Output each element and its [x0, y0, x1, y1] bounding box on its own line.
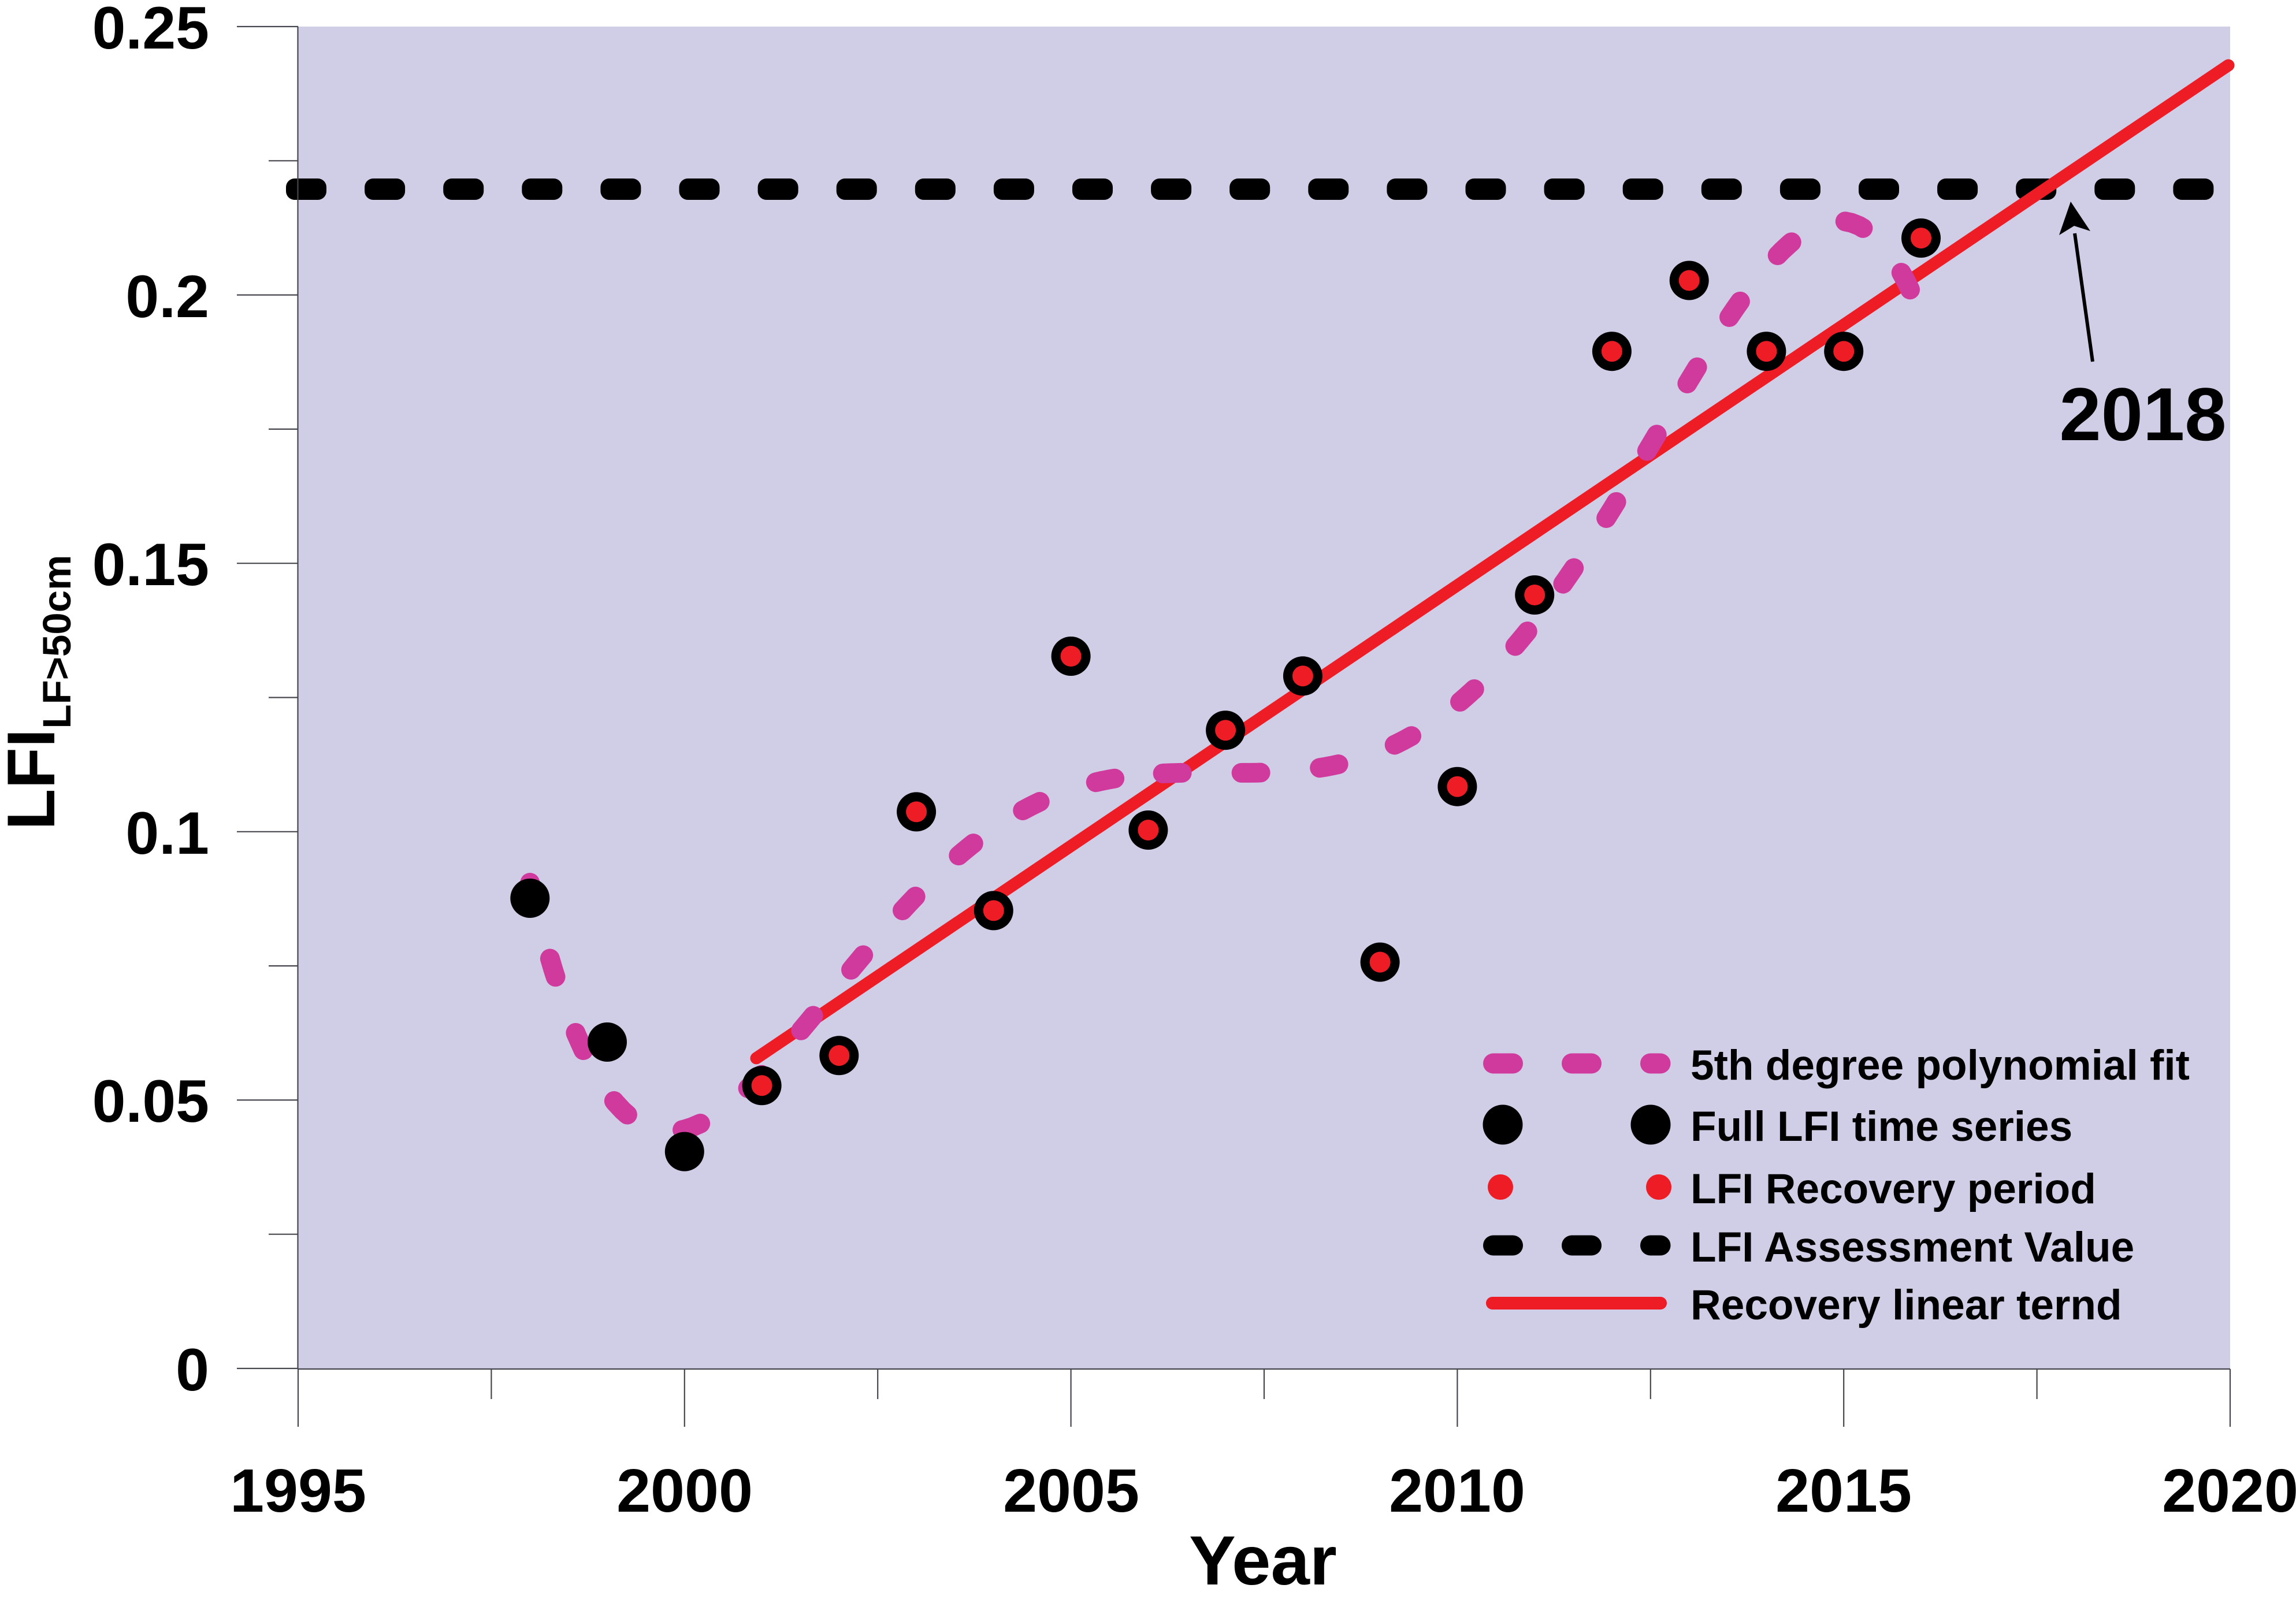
svg-text:Year: Year — [1189, 1521, 1337, 1599]
svg-text:1995: 1995 — [230, 1457, 366, 1525]
svg-text:2020: 2020 — [2162, 1457, 2296, 1525]
svg-text:0.25: 0.25 — [92, 0, 209, 62]
svg-text:5th degree polynomial fit: 5th degree polynomial fit — [1691, 1042, 2190, 1089]
svg-text:Full LFI time series: Full LFI time series — [1691, 1103, 2072, 1150]
svg-text:2010: 2010 — [1389, 1457, 1525, 1525]
svg-text:2018: 2018 — [2059, 372, 2226, 456]
svg-text:2005: 2005 — [1003, 1457, 1139, 1525]
svg-text:2000: 2000 — [616, 1457, 753, 1525]
svg-text:0: 0 — [176, 1337, 209, 1404]
svg-text:LFI Recovery period: LFI Recovery period — [1691, 1166, 2096, 1212]
svg-text:0.05: 0.05 — [92, 1068, 209, 1135]
svg-text:LFILF>50cm: LFILF>50cm — [0, 555, 79, 830]
svg-text:0.1: 0.1 — [125, 800, 209, 867]
svg-text:LFI Assessment Value: LFI Assessment Value — [1691, 1224, 2134, 1271]
svg-text:0.15: 0.15 — [92, 531, 209, 598]
svg-text:2015: 2015 — [1775, 1457, 1912, 1525]
svg-text:Recovery linear ternd: Recovery linear ternd — [1691, 1282, 2122, 1329]
svg-text:0.2: 0.2 — [125, 263, 209, 330]
